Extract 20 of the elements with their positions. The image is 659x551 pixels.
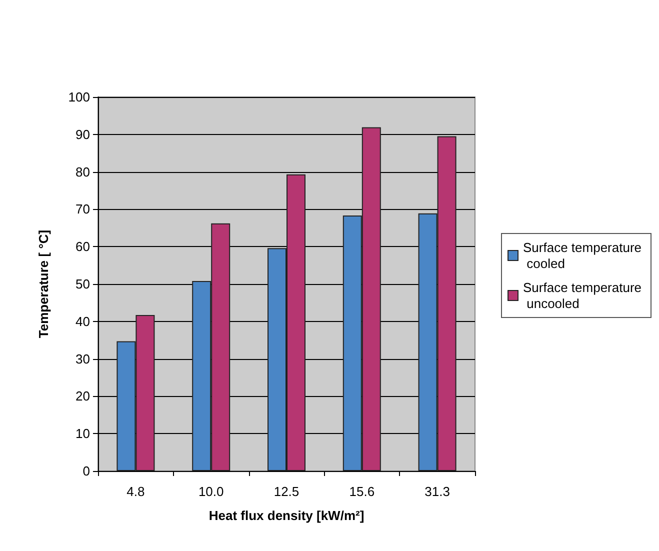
y-tick-label: 70 <box>76 202 90 217</box>
legend-label: Surface temperature cooled <box>523 240 642 271</box>
y-tick-label: 30 <box>76 351 90 366</box>
y-axis-title: Temperature [ °C] <box>36 230 51 338</box>
x-tick-label: 31.3 <box>424 484 450 499</box>
y-tick-label: 50 <box>76 276 90 292</box>
x-tick-label: 15.6 <box>349 484 375 499</box>
y-tick-label: 60 <box>76 239 90 254</box>
y-tick-label: 100 <box>68 90 90 104</box>
x-tick-label: 12.5 <box>274 484 300 499</box>
y-tick-label: 90 <box>76 126 90 142</box>
y-tick-label: 0 <box>82 464 90 478</box>
y-tick-label: 10 <box>76 426 90 442</box>
x-tick-label: 4.8 <box>126 484 145 499</box>
y-tick-label: 80 <box>76 164 90 180</box>
legend-label: Surface temperature uncooled <box>523 280 642 311</box>
y-tick-label: 20 <box>76 388 90 404</box>
x-axis-title: Heat flux density [kW/m²] <box>208 508 364 523</box>
y-tick-label: 40 <box>76 314 90 329</box>
x-tick-label: 10.0 <box>198 484 224 499</box>
